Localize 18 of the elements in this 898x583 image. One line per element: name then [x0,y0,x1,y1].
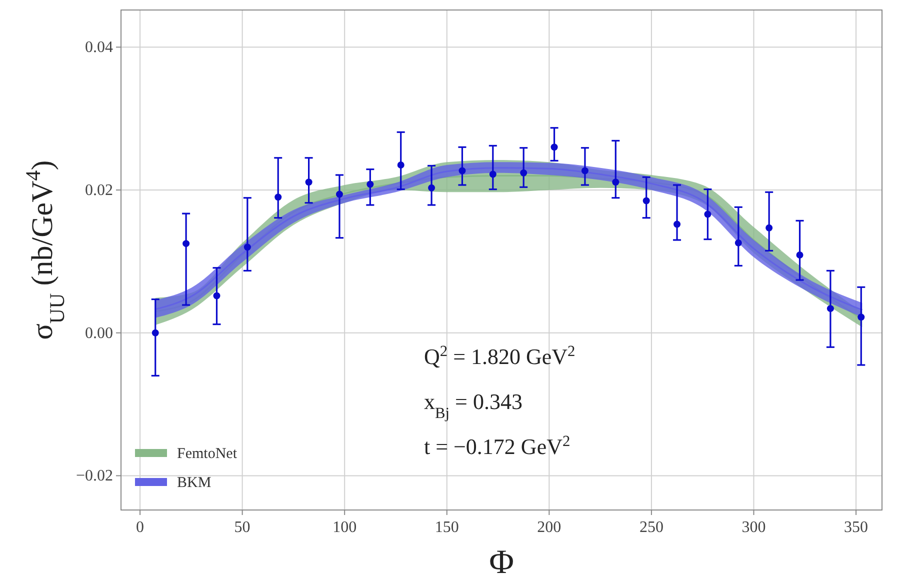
annotation: t = −0.172 GeV$^{2}$ [424,432,570,459]
legend-label: BKM [177,475,212,491]
x-axis-title: Φ [489,544,514,581]
y-tick-label: 0.02 [85,182,113,199]
x-tick-label: 200 [537,519,562,536]
x-tick-label: 0 [136,519,144,536]
x-tick-label: 50 [234,519,250,536]
x-tick-label: 100 [332,519,357,536]
annotation: Q$^{2}$ = 1.820 GeV$^{2}$ [424,342,576,369]
x-tick-label: 300 [742,519,766,536]
y-tick-label: 0.00 [85,324,113,342]
x-tick-label: 150 [434,519,459,536]
y-tick-label: −0.02 [76,468,113,485]
x-tick-label: 250 [639,519,664,536]
x-tick-label: 350 [844,519,868,536]
annotation: x$_{Bj}$ = 0.343 [424,389,522,422]
legend-label: FemtoNet [177,446,238,462]
y-tick-label: 0.04 [85,39,113,56]
